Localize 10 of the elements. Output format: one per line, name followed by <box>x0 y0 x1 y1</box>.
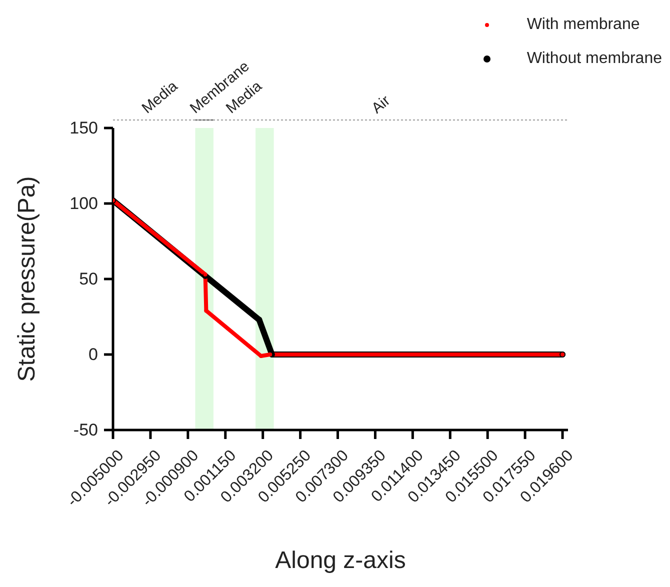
y-tick-label: -50 <box>73 420 98 440</box>
text: Air <box>368 92 394 118</box>
legend-label: Without membrane <box>526 50 662 68</box>
y-axis-title: Static pressure(Pa) <box>14 176 41 382</box>
x-axis-title: Along z-axis <box>275 547 406 574</box>
legend-label: With membrane <box>526 16 640 34</box>
y-tick-label: 150 <box>70 118 98 138</box>
y-tick-label: 50 <box>79 270 98 288</box>
y-tick-label: 100 <box>70 194 98 213</box>
y-tick-label: 0 <box>88 345 98 364</box>
